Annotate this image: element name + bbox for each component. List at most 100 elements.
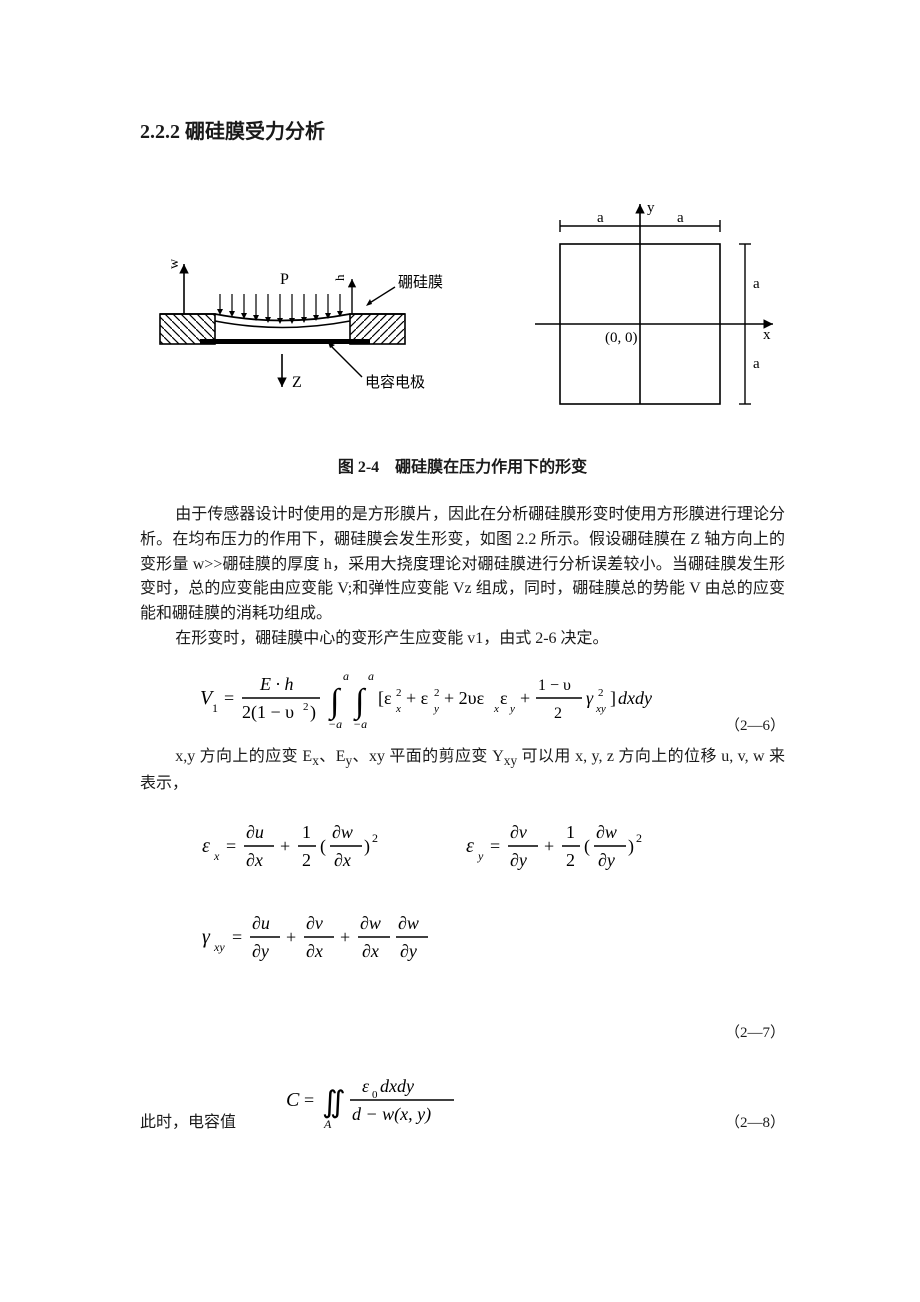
paragraph-1: 由于传感器设计时使用的是方形膜片，因此在分析硼硅膜形变时使用方形膜进行理论分析。…: [140, 503, 785, 627]
capacitance-label: 此时，电容值: [140, 1108, 236, 1132]
section-heading: 2.2.2 硼硅膜受力分析: [140, 115, 785, 144]
svg-text:ε: ε: [362, 1076, 370, 1096]
section-number: 2.2.2: [140, 121, 180, 143]
paragraph-2: 在形变时，硼硅膜中心的变形产生应变能 v1，由式 2-6 决定。: [140, 627, 785, 652]
svg-text:2: 2: [598, 687, 604, 699]
svg-text:ε: ε: [500, 688, 508, 708]
svg-text:2: 2: [566, 850, 575, 870]
svg-text:A: A: [323, 1117, 332, 1131]
svg-text:E · h: E · h: [259, 674, 294, 694]
svg-text:(: (: [584, 836, 590, 857]
p3-sub3: xy: [504, 753, 517, 768]
svg-text:): ): [364, 836, 370, 857]
p3-a: x,y 方向上的应变 E: [175, 748, 312, 765]
svg-text:∂y: ∂y: [598, 850, 615, 870]
svg-text:∬: ∬: [322, 1086, 346, 1119]
svg-text:): ): [628, 836, 634, 857]
membrane-cross-section-svg: w P h: [140, 209, 460, 409]
svg-text:−a: −a: [353, 717, 367, 731]
label-a-top-right: a: [677, 210, 684, 226]
square-domain-svg: y x (0, 0) a a a: [505, 194, 785, 424]
eq-2-6-svg: V 1 = E · h 2(1 − υ 2 ) ∫ a −a ∫ a −a [ε…: [200, 662, 700, 734]
label-x: x: [763, 327, 771, 343]
svg-text:∂u: ∂u: [252, 913, 270, 933]
paragraph-3: x,y 方向上的应变 Ex、Ey、xy 平面的剪应变 Yxy 可以用 x, y,…: [140, 745, 785, 797]
svg-text:ε: ε: [202, 835, 210, 857]
svg-text:+ ε: + ε: [406, 688, 429, 708]
svg-text:0: 0: [372, 1089, 378, 1101]
svg-text:∂x: ∂x: [306, 941, 323, 961]
section-title: 硼硅膜受力分析: [185, 121, 325, 143]
eq-gamma-xy-svg: γ xy = ∂u ∂y + ∂v ∂x + ∂w ∂x ∂w ∂y: [202, 903, 502, 969]
svg-text:2: 2: [636, 831, 642, 845]
svg-text:2(1 − υ: 2(1 − υ: [242, 702, 294, 723]
svg-text:+: +: [544, 836, 554, 856]
svg-text:a: a: [368, 669, 374, 683]
svg-text:a: a: [343, 669, 349, 683]
eq-2-8-number: （2—8）: [725, 1111, 785, 1132]
svg-text:∂x: ∂x: [246, 850, 263, 870]
svg-text:1: 1: [566, 822, 575, 842]
svg-text:): ): [310, 702, 316, 723]
svg-text:∂v: ∂v: [306, 913, 323, 933]
svg-text:=: =: [226, 836, 236, 856]
equation-2-8: 此时，电容值 C = ∬ A ε 0 dxdy d − w(x, y) （2—8…: [140, 1064, 785, 1132]
svg-text:+ 2υε: + 2υε: [444, 688, 485, 708]
figure-row: w P h: [140, 194, 785, 429]
svg-text:∂w: ∂w: [398, 913, 419, 933]
svg-text:2: 2: [302, 850, 311, 870]
svg-text:γ: γ: [586, 688, 594, 708]
svg-text:C: C: [286, 1089, 300, 1111]
figure-caption: 图 2-4 硼硅膜在压力作用下的形变: [140, 453, 785, 477]
svg-text:∂x: ∂x: [362, 941, 379, 961]
p3-sub1: x: [312, 753, 319, 768]
svg-text:=: =: [304, 1090, 314, 1110]
eq-2-6-number: （2—6）: [725, 714, 785, 735]
label-a-right-lower: a: [753, 356, 760, 372]
svg-text:y: y: [477, 849, 484, 863]
svg-text:+: +: [520, 688, 530, 708]
svg-text:∂w: ∂w: [332, 822, 353, 842]
equation-2-6: V 1 = E · h 2(1 − υ 2 ) ∫ a −a ∫ a −a [ε…: [140, 662, 785, 739]
svg-text:2: 2: [434, 687, 440, 699]
svg-text:∂w: ∂w: [360, 913, 381, 933]
svg-text:1: 1: [302, 822, 311, 842]
svg-text:∂y: ∂y: [510, 850, 527, 870]
svg-text:+: +: [340, 927, 350, 947]
svg-text:x: x: [213, 849, 220, 863]
eq-2-8-svg: C = ∬ A ε 0 dxdy d − w(x, y): [286, 1066, 546, 1132]
annotation-membrane: 硼硅膜: [398, 274, 443, 291]
svg-text:[ε: [ε: [378, 688, 392, 708]
svg-text:2: 2: [372, 831, 378, 845]
label-w: w: [167, 258, 182, 269]
page: 2.2.2 硼硅膜受力分析 w: [0, 0, 920, 1302]
svg-text:xy: xy: [213, 940, 225, 954]
svg-text:1: 1: [212, 701, 218, 715]
svg-text:x: x: [395, 703, 401, 715]
svg-text:−a: −a: [328, 717, 342, 731]
svg-text:(: (: [320, 836, 326, 857]
equation-2-7: ε x = ∂u ∂x + 1 2 ( ∂w ∂x ) 2 ε y: [140, 806, 785, 1046]
eq-eps-x-svg: ε x = ∂u ∂x + 1 2 ( ∂w ∂x ) 2: [202, 812, 462, 878]
svg-text:+: +: [286, 927, 296, 947]
svg-text:x: x: [493, 703, 499, 715]
svg-text:2: 2: [554, 705, 562, 722]
svg-text:∂v: ∂v: [510, 822, 527, 842]
svg-text:d − w(x, y): d − w(x, y): [352, 1104, 431, 1125]
label-a-top-left: a: [597, 210, 604, 226]
p3-b: 、E: [319, 748, 346, 765]
svg-text:dxdy: dxdy: [618, 688, 652, 708]
label-a-right-upper: a: [753, 276, 760, 292]
svg-text:ε: ε: [466, 835, 474, 857]
figure-right: y x (0, 0) a a a: [505, 194, 785, 429]
svg-text:∂y: ∂y: [400, 941, 417, 961]
svg-text:]: ]: [610, 688, 616, 708]
paragraph-2-text: 在形变时，硼硅膜中心的变形产生应变能 v1，由式 2-6 决定。: [175, 630, 608, 647]
svg-text:+: +: [280, 836, 290, 856]
svg-text:y: y: [433, 703, 439, 715]
svg-text:xy: xy: [595, 703, 606, 715]
svg-text:∂u: ∂u: [246, 822, 264, 842]
svg-text:2: 2: [396, 687, 402, 699]
svg-text:dxdy: dxdy: [380, 1076, 414, 1096]
svg-text:=: =: [232, 927, 242, 947]
